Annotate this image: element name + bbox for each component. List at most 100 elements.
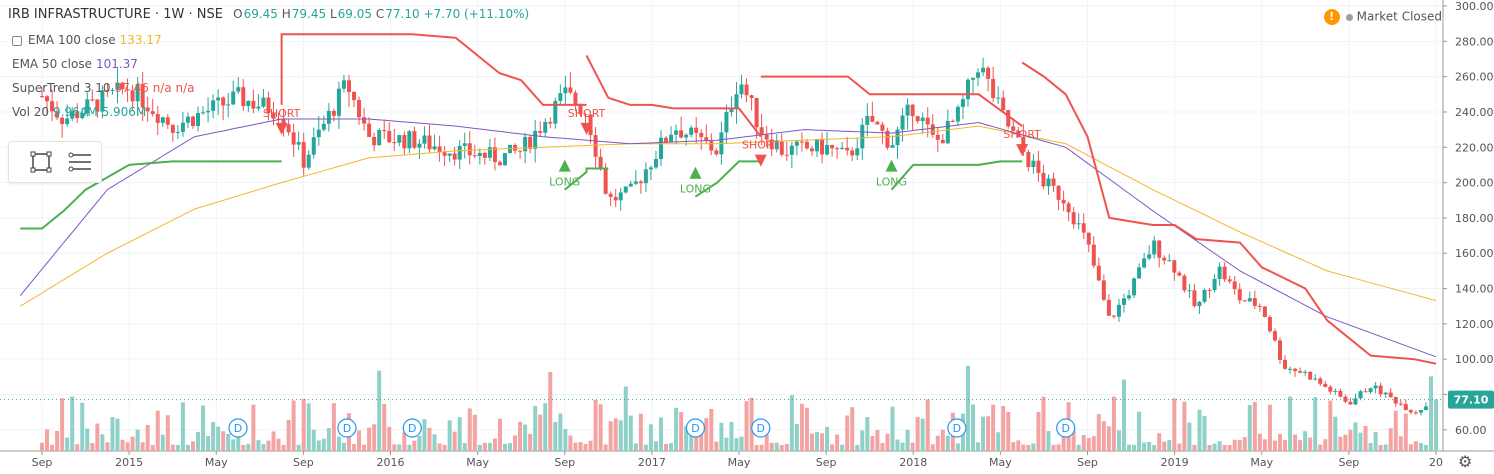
candle-body (477, 152, 482, 157)
x-tick-label: 2019 (1161, 456, 1189, 469)
candle-body (658, 137, 663, 159)
volume-bar (316, 440, 321, 451)
volume-bar (820, 433, 825, 451)
volume-bar (75, 444, 80, 451)
candle-body (80, 113, 85, 119)
candle-body (820, 138, 825, 155)
candle-body (266, 97, 271, 114)
candle-body (1368, 388, 1373, 393)
candle-body (1162, 257, 1167, 261)
candle-body (799, 141, 804, 143)
candle-body (669, 134, 674, 142)
x-tick-label: 2016 (377, 456, 405, 469)
y-tick-label: 60.00 (1455, 424, 1487, 437)
market-status: ! Market Closed (1323, 9, 1442, 25)
candle-body (437, 146, 442, 153)
candle-body (467, 143, 472, 156)
volume-bar (95, 423, 100, 451)
warning-icon[interactable]: ! (1323, 9, 1340, 25)
candle-body (1197, 301, 1202, 307)
candle-body (1071, 212, 1076, 225)
volume-bar (578, 442, 583, 451)
volume-bar (1006, 411, 1011, 451)
volume-bar (1242, 437, 1247, 451)
volume-bar (543, 403, 548, 451)
low-value: 69.05 (337, 7, 373, 21)
candle-body (628, 183, 633, 187)
volume-bar (1157, 433, 1162, 451)
x-tick-label: Sep (816, 456, 837, 469)
candle-body (236, 87, 241, 92)
candle-body (573, 92, 578, 106)
dividend-marker-label: D (1061, 422, 1069, 435)
volume-bar (472, 414, 477, 451)
candle-body (538, 130, 543, 133)
candle-body (1323, 383, 1328, 387)
x-tick-label: May (728, 456, 751, 469)
legend-supertrend[interactable]: SuperTrend 3 10 97.46 n/a n/a (12, 81, 195, 95)
volume-bar (623, 386, 628, 451)
volume-bar (1111, 396, 1116, 451)
volume-bar (1323, 439, 1328, 451)
volume-bar (321, 438, 326, 451)
candle-body (165, 117, 170, 125)
legend-volume[interactable]: Vol 20 9.964M 5.906M (12, 105, 147, 119)
volume-bar (608, 421, 613, 451)
volume-bar (1036, 411, 1041, 451)
settings-gear-icon[interactable]: ⚙ (1458, 452, 1473, 471)
candle-body (593, 135, 598, 157)
volume-bar (296, 444, 301, 451)
candle-body (885, 130, 890, 148)
candle-body (689, 127, 694, 135)
volume-bar (1041, 396, 1046, 451)
candle-body (1393, 397, 1398, 404)
legend-ema100[interactable]: EMA 100 close 133.17 (12, 33, 162, 47)
candle-body (417, 143, 422, 148)
x-tick-label: 2017 (638, 456, 666, 469)
candle-body (1338, 390, 1343, 397)
volume-bar (518, 421, 523, 451)
volume-bar (40, 442, 44, 451)
rectangle-tool-icon[interactable] (27, 148, 55, 176)
volume-bar (1116, 430, 1121, 451)
volume-bar (1358, 432, 1363, 451)
volume-bar (352, 444, 357, 451)
volume-bar (397, 444, 402, 451)
toggle-visibility-icon[interactable] (12, 35, 22, 46)
volume-bar (1167, 440, 1172, 451)
candle-body (930, 124, 935, 135)
candle-body (447, 153, 452, 156)
volume-bar (427, 427, 432, 451)
x-tick-label: May (205, 456, 228, 469)
volume-bar (513, 435, 518, 451)
x-tick-label: 20 (1429, 456, 1443, 469)
volume-bar (674, 407, 679, 451)
legend-ema50[interactable]: EMA 50 close 101.37 (12, 57, 138, 71)
y-tick-label: 200.00 (1455, 177, 1494, 190)
volume-bar (809, 433, 814, 451)
candle-body (991, 78, 996, 99)
short-signal-label: SHORT (263, 107, 301, 120)
candle-body (120, 82, 125, 90)
volume-bar (502, 443, 507, 451)
candle-body (286, 124, 291, 133)
volume-bar (231, 439, 236, 451)
candle-body (1242, 300, 1247, 302)
candle-body (1328, 386, 1333, 392)
candle-body (1298, 371, 1303, 373)
candle-body (246, 100, 251, 107)
volume-bar (890, 406, 895, 451)
volume-bar (764, 434, 769, 451)
volume-bar (528, 433, 533, 451)
candle-body (729, 109, 734, 113)
volume-bar (140, 442, 145, 451)
volume-bar (774, 442, 779, 451)
volume-bar (1031, 443, 1036, 451)
candle-body (1051, 178, 1056, 186)
text-lines-tool-icon[interactable] (65, 148, 93, 176)
volume-bar (900, 442, 905, 451)
short-signal-arrow (580, 122, 593, 135)
candle-body (965, 79, 970, 100)
candle-body (694, 127, 699, 133)
